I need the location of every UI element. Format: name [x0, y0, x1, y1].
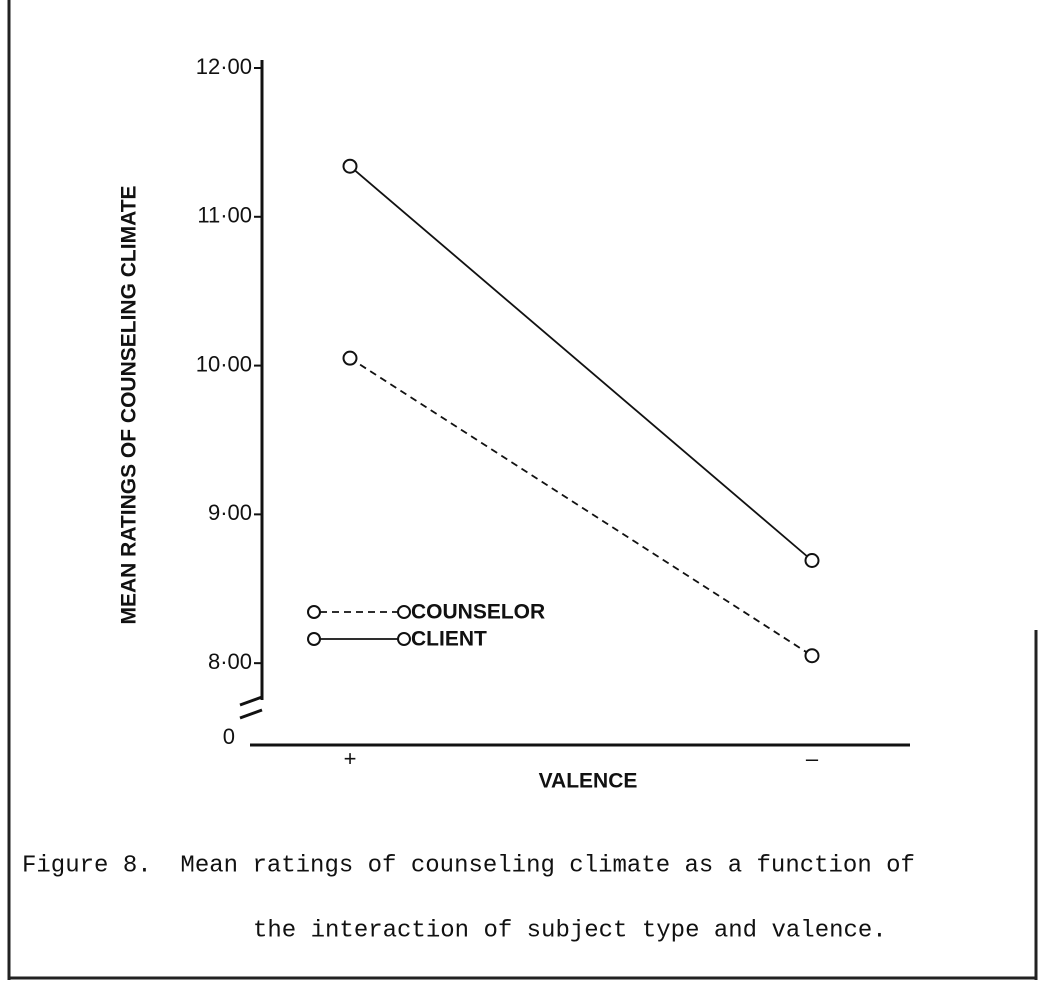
- y-tick-label: 12·00: [196, 54, 252, 79]
- y-tick-label: 11·00: [197, 203, 252, 228]
- y-axis-label: MEAN RATINGS OF COUNSELING CLIMATE: [118, 185, 141, 624]
- series-line: [349, 357, 813, 657]
- y-break-label: 0: [223, 724, 235, 749]
- series-line: [349, 165, 813, 562]
- y-tick-label: 8·00: [208, 649, 252, 674]
- data-point: [804, 648, 820, 664]
- axis-break: [239, 695, 263, 720]
- legend-marker: [307, 605, 321, 619]
- data-point: [804, 552, 820, 568]
- y-tick-label: 9·00: [208, 500, 252, 525]
- legend-label: CLIENT: [411, 628, 487, 651]
- legend-marker: [307, 632, 321, 646]
- data-point: [342, 350, 358, 366]
- caption-line: Figure 8. Mean ratings of counseling cli…: [22, 852, 915, 879]
- x-tick-label: –: [806, 746, 819, 771]
- caption-line: the interaction of subject type and vale…: [253, 917, 887, 944]
- legend-marker: [397, 605, 411, 619]
- data-point: [342, 158, 358, 174]
- x-tick-label: +: [344, 746, 357, 771]
- y-tick-label: 10·00: [196, 351, 252, 376]
- legend-label: COUNSELOR: [411, 601, 545, 624]
- legend-marker: [397, 632, 411, 646]
- x-axis-label: VALENCE: [539, 770, 638, 793]
